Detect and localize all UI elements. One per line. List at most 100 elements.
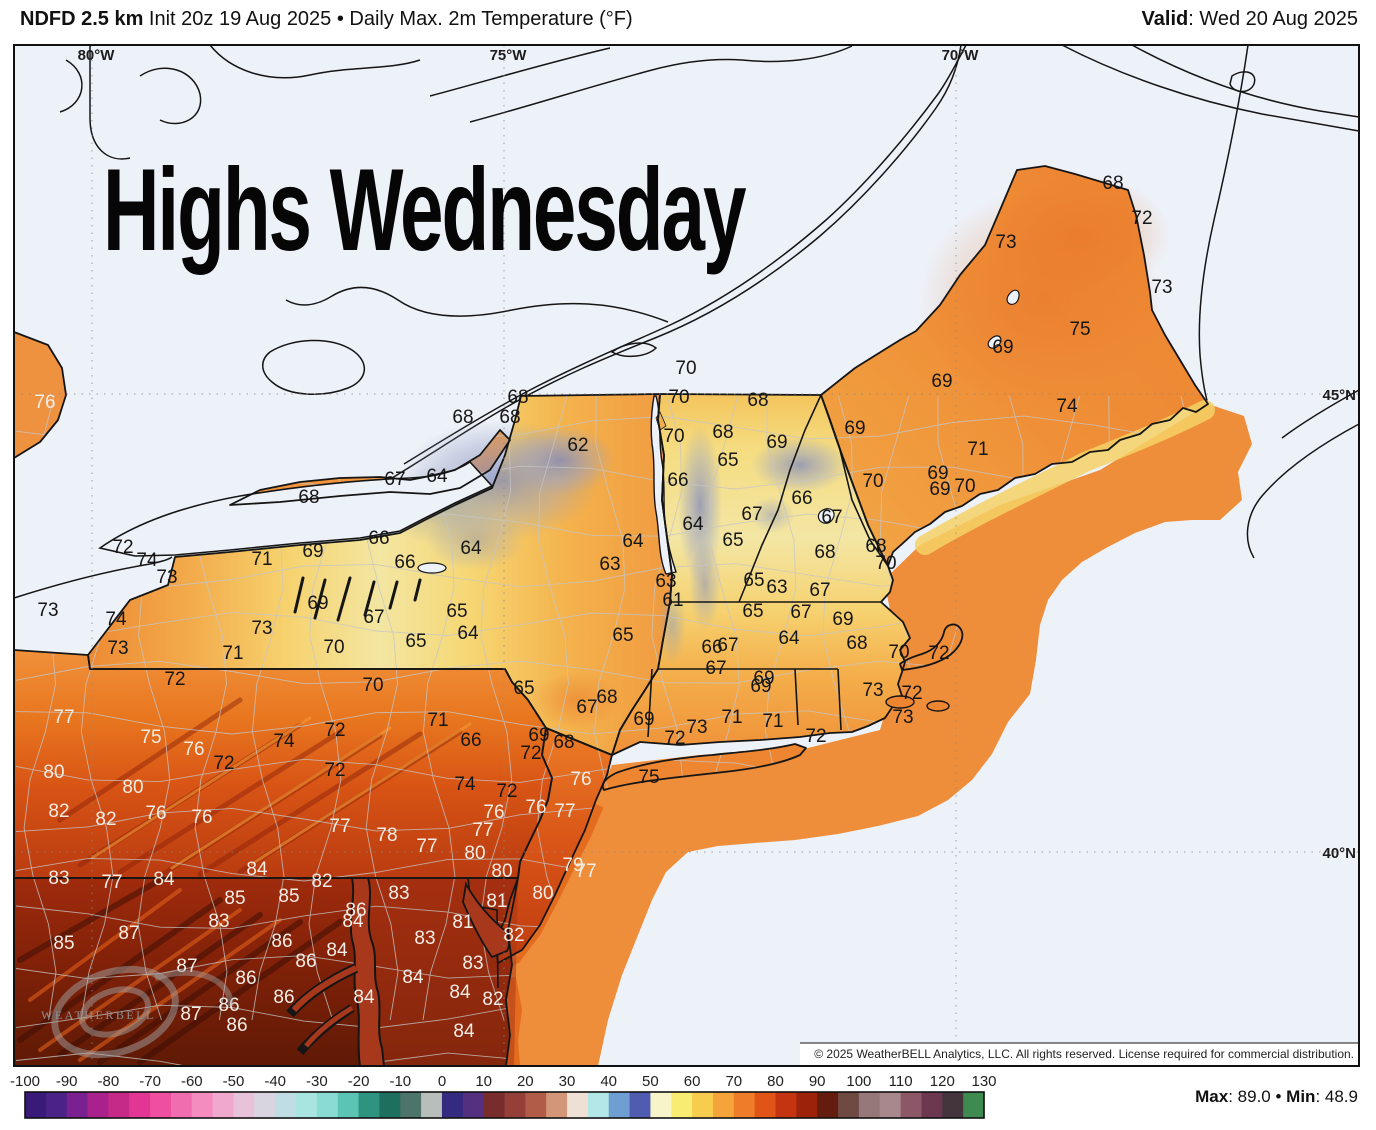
lat-label: 40°N — [1322, 845, 1356, 862]
temp-label: 68 — [747, 390, 768, 411]
temp-label: 69 — [929, 479, 950, 500]
temp-label: 71 — [721, 707, 742, 728]
temp-label: 66 — [701, 637, 722, 658]
temp-label: 64 — [778, 628, 800, 649]
colorbar-segment — [275, 1092, 297, 1118]
colorbar-segment — [316, 1092, 339, 1118]
colorbar-segment — [400, 1092, 422, 1118]
colorbar-segment — [921, 1092, 943, 1118]
temp-label: 80 — [43, 762, 64, 783]
temp-label: 80 — [122, 777, 143, 798]
temp-label: 76 — [145, 803, 166, 824]
temp-label: 72 — [928, 643, 949, 664]
temp-label: 85 — [224, 888, 245, 909]
temp-label: 65 — [717, 450, 738, 471]
colorbar-segment — [233, 1092, 255, 1118]
temp-label: 86 — [345, 900, 366, 921]
temp-label: 84 — [326, 940, 348, 961]
colorbar-segment — [629, 1092, 652, 1118]
temp-label: 82 — [95, 809, 116, 830]
temp-label: 69 — [992, 337, 1013, 358]
colorbar-segment — [66, 1092, 89, 1118]
temp-label: 65 — [722, 530, 743, 551]
colorbar-segment — [212, 1092, 235, 1118]
colorbar-ticks: -100 -90 -80 -70 -60 -50 -40 -30 -20 -10 0 10 20 30 40… — [10, 1073, 997, 1090]
temp-label: 70 — [668, 387, 689, 408]
colorbar-frame — [24, 1091, 985, 1119]
temp-label: 67 — [741, 504, 762, 525]
temp-label: 68 — [1102, 173, 1123, 194]
copyright-strip: © 2025 WeatherBELL Analytics, LLC. All r… — [800, 1042, 1359, 1065]
temp-label: 84 — [449, 982, 471, 1003]
islands — [885, 695, 950, 712]
temp-label: 66 — [460, 730, 481, 751]
temp-label: 71 — [762, 711, 783, 732]
temp-label: 69 — [931, 371, 952, 392]
colorbar-tick-label: -40 — [264, 1073, 286, 1090]
temp-label: 64 — [460, 538, 482, 559]
colorbar-segment — [608, 1092, 631, 1118]
temp-label: 84 — [453, 1021, 475, 1042]
temp-label: 73 — [862, 680, 883, 701]
map-title-overlay: Highs Wednesday — [103, 145, 746, 276]
temp-label: 69 — [753, 668, 774, 689]
temp-label: 75 — [638, 767, 659, 788]
temp-label: 72 — [213, 753, 234, 774]
temp-label: 86 — [226, 1015, 247, 1036]
temp-label: 73 — [107, 638, 128, 659]
temp-label: 77 — [53, 707, 74, 728]
temp-label: 80 — [491, 861, 512, 882]
colorbar-tick-label: -30 — [306, 1073, 328, 1090]
max-min-summary: Max: 89.0 • Min: 48.9 — [1195, 1087, 1358, 1106]
graticule-labels: 80°W 75°W 70°W 45°N 40°N — [78, 47, 1356, 862]
temp-label: 84 — [246, 859, 268, 880]
temp-label: 75 — [1069, 319, 1090, 340]
colorbar-segment — [441, 1092, 464, 1118]
colorbar-segment — [900, 1092, 923, 1118]
colorbar-segment — [963, 1092, 985, 1118]
colorbar-tick-label: 30 — [559, 1073, 576, 1090]
colorbar-segment — [671, 1092, 693, 1118]
colorbar-segment — [504, 1092, 526, 1118]
colorbar-segment — [421, 1092, 443, 1118]
temp-label: 66 — [791, 488, 812, 509]
colorbar-tick-label: -20 — [348, 1073, 370, 1090]
colorbar-tick-label: -50 — [223, 1073, 245, 1090]
temp-label: 67 — [821, 507, 842, 528]
temp-label: 74 — [105, 609, 127, 630]
temp-label: 67 — [576, 697, 597, 718]
colorbar-tick-label: -70 — [139, 1073, 161, 1090]
temp-label: 64 — [457, 623, 479, 644]
lake-ontario — [98, 460, 494, 557]
temp-label: 77 — [472, 820, 493, 841]
colorbar-segment — [254, 1092, 276, 1118]
colorbar-segment — [150, 1092, 172, 1118]
temp-label: 71 — [251, 549, 272, 570]
temp-label: 68 — [452, 407, 473, 428]
colorbar-segment — [170, 1092, 193, 1118]
temp-label: 85 — [278, 886, 299, 907]
temp-label: 86 — [295, 951, 316, 972]
colorbar-segments — [25, 1092, 985, 1118]
colorbar-segment — [817, 1092, 839, 1118]
temp-label: 80 — [532, 883, 553, 904]
colorbar-segment — [754, 1092, 777, 1118]
temp-label: 69 — [528, 725, 549, 746]
temp-label: 86 — [218, 995, 239, 1016]
temp-label: 76 — [570, 769, 591, 790]
temp-label: 70 — [362, 675, 383, 696]
temp-label: 66 — [394, 552, 415, 573]
temp-label: 63 — [599, 554, 620, 575]
temp-label: 72 — [805, 726, 826, 747]
temp-label: 64 — [682, 514, 704, 535]
temp-label: 72 — [1131, 208, 1152, 229]
temp-label: 73 — [37, 600, 58, 621]
lon-label: 80°W — [78, 47, 116, 64]
temp-label: 64 — [426, 466, 448, 487]
colorbar-segment — [712, 1092, 735, 1118]
temp-label: 78 — [376, 825, 397, 846]
temp-label: 63 — [655, 571, 676, 592]
nantucket — [926, 700, 950, 712]
watermark-text: WEATHERBELL — [41, 1008, 156, 1022]
colorbar-tick-label: 70 — [725, 1073, 742, 1090]
